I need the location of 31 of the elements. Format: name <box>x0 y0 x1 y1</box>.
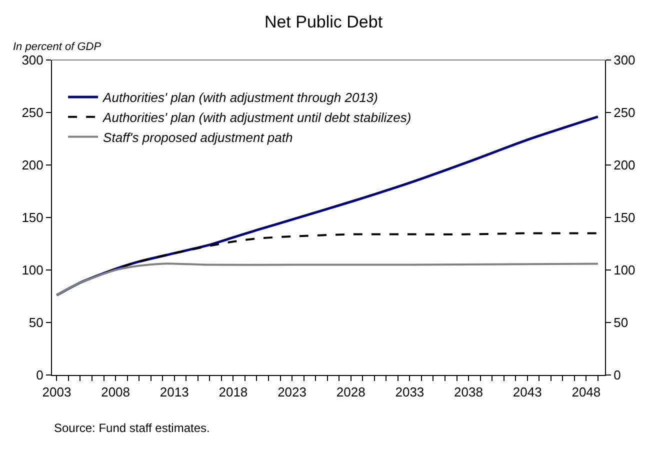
source-note: Source: Fund staff estimates. <box>54 421 210 435</box>
legend-label: Authorities' plan (with adjustment through 2013) <box>102 90 378 106</box>
y2-tick-label: 0 <box>614 368 621 383</box>
x-tick-label: 2038 <box>454 384 483 400</box>
x-tick-label: 2003 <box>42 384 72 400</box>
legend-label: Authorities' plan (with adjustment until debt stabilizes) <box>102 110 412 125</box>
x-tick-label: 2043 <box>512 384 542 400</box>
x-tick-label: 2028 <box>336 384 366 400</box>
y-tick-label: 200 <box>22 158 44 173</box>
x-tick-label: 2013 <box>160 384 189 400</box>
y-tick-label: 50 <box>28 315 44 330</box>
x-tick-label: 2033 <box>395 384 424 400</box>
line-series <box>56 262 599 296</box>
legend-label: Staff's proposed adjustment path <box>103 130 293 145</box>
x-tick-label: 2018 <box>218 384 248 400</box>
y2-tick-label: 100 <box>614 262 636 278</box>
y-tick-label: 150 <box>22 210 44 226</box>
x-tick-label: 2023 <box>278 384 306 400</box>
y2-tick-label: 200 <box>614 158 636 173</box>
x-tick-label: 2008 <box>101 384 130 400</box>
y-tick-label: 0 <box>36 368 44 383</box>
y-axis-title: In percent of GDP <box>13 41 102 53</box>
y2-tick-label: 300 <box>614 52 636 68</box>
chart-title: Net Public Debt <box>264 12 383 32</box>
y2-tick-label: 150 <box>614 210 636 226</box>
y2-tick-label: 250 <box>614 105 636 120</box>
y-tick-label: 250 <box>22 105 44 120</box>
x-tick-label: 2048 <box>572 384 601 400</box>
y-tick-label: 100 <box>22 262 44 278</box>
y2-tick-label: 50 <box>614 315 628 330</box>
y-tick-label: 300 <box>22 52 44 68</box>
